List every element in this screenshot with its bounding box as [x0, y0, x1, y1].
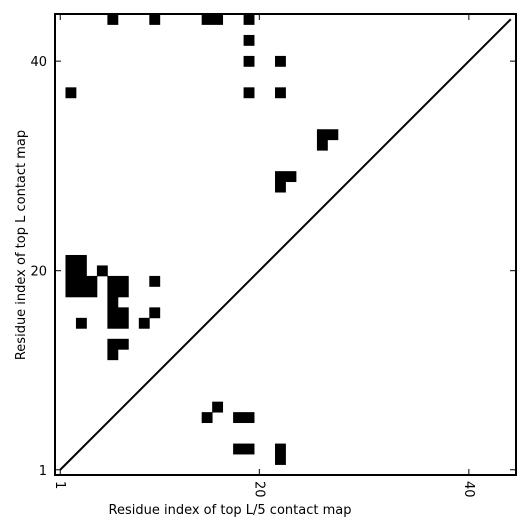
contact-cell: [107, 349, 119, 361]
contact-cell: [275, 171, 286, 183]
contact-cell: [149, 14, 161, 25]
y-tick-label: 40: [30, 55, 47, 70]
y-tick-label: 1: [39, 464, 47, 479]
contact-cell: [275, 181, 286, 193]
contact-cell: [243, 34, 255, 46]
plot-frame: [54, 13, 517, 476]
contact-cell: [233, 412, 244, 424]
contact-cell: [327, 129, 339, 141]
contact-cell: [117, 307, 129, 319]
contact-cell: [316, 129, 328, 141]
contact-cell: [275, 443, 286, 455]
contact-cell: [86, 286, 98, 298]
contact-cell: [275, 454, 286, 465]
y-tick-label: 20: [30, 265, 47, 280]
contact-cell: [233, 443, 244, 455]
contact-cell: [243, 87, 255, 99]
contact-cell: [243, 412, 255, 424]
contact-cell: [107, 286, 119, 298]
contact-cell: [138, 317, 150, 329]
contact-cell: [316, 139, 328, 151]
contact-cell: [96, 265, 108, 277]
contact-cells: [65, 14, 339, 465]
contact-cell: [275, 87, 286, 99]
contact-cell: [285, 171, 297, 183]
contact-cell: [65, 275, 77, 287]
contact-cell: [86, 275, 98, 287]
contact-cell: [107, 317, 119, 329]
x-tick-label: 20: [251, 481, 266, 498]
y-axis-label: Residue index of top L contact map: [14, 130, 29, 360]
contact-cell: [75, 286, 87, 298]
contact-cell: [149, 307, 161, 319]
contact-cell: [75, 265, 87, 277]
contact-cell: [65, 87, 77, 99]
contact-cell: [243, 55, 255, 67]
x-tick-label: 1: [52, 481, 67, 489]
contact-cell: [107, 296, 119, 308]
contact-cell: [107, 275, 119, 287]
contact-cell: [212, 14, 224, 25]
contact-cell: [107, 338, 119, 350]
contact-cell: [243, 443, 255, 455]
contact-cell: [201, 14, 213, 25]
contact-cell: [243, 14, 255, 25]
contact-cell: [75, 254, 87, 266]
contact-cell: [149, 275, 161, 287]
x-axis-label: Residue index of top L/5 contact map: [109, 503, 352, 518]
contact-cell: [117, 317, 129, 329]
contact-cell: [117, 338, 129, 350]
contact-cell: [117, 286, 129, 298]
contact-cell: [201, 412, 213, 424]
x-tick-label: 40: [461, 481, 476, 498]
contact-cell: [212, 401, 224, 413]
contact-cell: [107, 14, 119, 25]
contact-cell: [107, 307, 119, 319]
contact-cell: [65, 265, 77, 277]
contact-cell: [75, 317, 87, 329]
diagonal-line: [59, 18, 512, 471]
contact-cell: [275, 55, 286, 67]
axis-ticks: 1 20 40 1 20 40: [30, 14, 516, 498]
contact-cell: [117, 275, 129, 287]
contact-cell: [65, 286, 77, 298]
contact-cell: [65, 254, 77, 266]
contact-cell: [75, 275, 87, 287]
